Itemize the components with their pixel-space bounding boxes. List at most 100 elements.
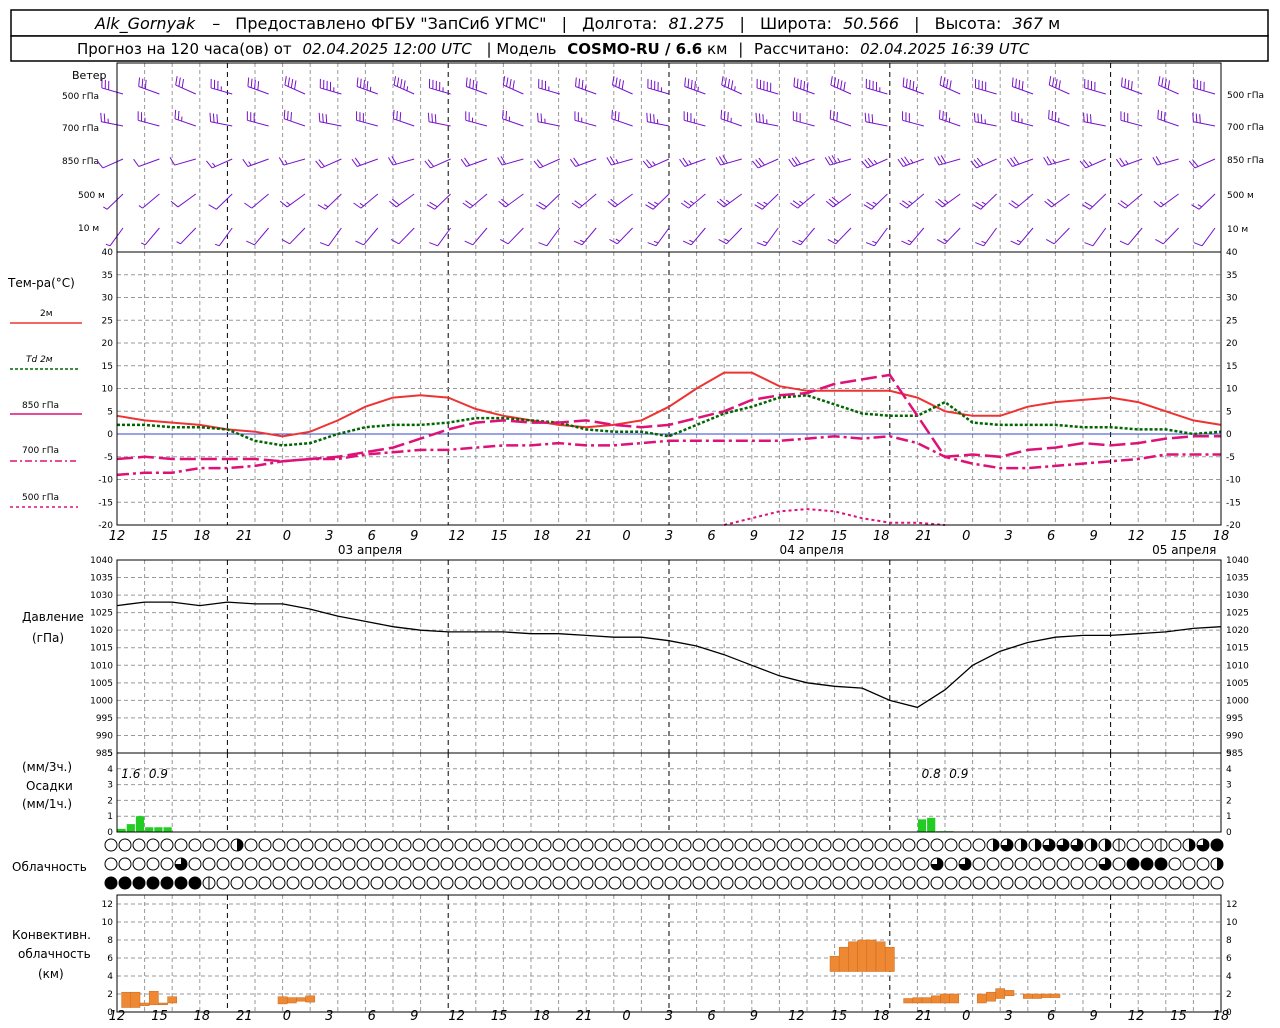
wind-barb xyxy=(280,194,305,207)
cloud-full xyxy=(133,877,145,889)
cloud-circle xyxy=(147,839,159,851)
cloud-circle xyxy=(763,839,775,851)
cloud-circle xyxy=(581,839,593,851)
temp-ytick-left: -5 xyxy=(104,453,113,463)
cloud-circle xyxy=(357,877,369,889)
cloud-circle xyxy=(497,839,509,851)
cloud-symbol xyxy=(329,877,341,889)
cloud-symbol xyxy=(651,858,663,870)
wind-barb xyxy=(755,194,779,209)
temp-ytick-left: 15 xyxy=(102,362,113,372)
cloud-circle xyxy=(1197,858,1209,870)
date-label: 04 апреля xyxy=(780,543,844,557)
cloud-symbol xyxy=(147,839,159,851)
convective-bar xyxy=(140,1003,149,1006)
cloud-symbol xyxy=(1127,858,1139,870)
wind-barb-flag xyxy=(1059,80,1060,89)
wind-barb xyxy=(866,228,887,246)
wind-barb-flag xyxy=(724,111,725,120)
cloud-circle xyxy=(385,877,397,889)
wind-barb-flag xyxy=(1055,112,1056,121)
wind-barb xyxy=(352,158,378,167)
temp-xtick-label: 12 xyxy=(448,529,465,544)
cloud-symbol xyxy=(525,839,537,851)
wind-barb-flag xyxy=(691,80,692,89)
wind-barb-flag xyxy=(400,112,401,121)
cloud-symbol xyxy=(1211,877,1223,889)
wind-barb-flag xyxy=(391,239,399,243)
wind-barb-half xyxy=(249,162,252,166)
wind-barb-staff xyxy=(1054,228,1069,244)
wind-barb xyxy=(793,111,814,126)
cloud-circle xyxy=(1113,877,1125,889)
lon-label: Долгота: xyxy=(582,14,657,33)
cloud-symbol xyxy=(119,839,131,851)
cloud-symbol xyxy=(1043,877,1055,889)
cloud-symbol xyxy=(637,839,649,851)
cloud-symbol xyxy=(329,858,341,870)
wind-barb-staff xyxy=(175,159,196,165)
wind-barb-flag xyxy=(728,79,729,88)
wind-barb xyxy=(357,78,378,94)
cloud-symbol xyxy=(203,839,215,851)
bottom-xtick-label: 3 xyxy=(665,1009,673,1024)
wind-barb xyxy=(1085,79,1106,94)
cloud-circle xyxy=(707,858,719,870)
cloud-symbol xyxy=(497,858,509,870)
wind-barb-half xyxy=(654,241,658,243)
wind-barb xyxy=(500,228,523,244)
cloud-symbol xyxy=(245,839,257,851)
wind-barb-flag xyxy=(685,78,686,87)
precip-ytick-left: 2 xyxy=(107,796,113,806)
cloud-symbol xyxy=(1001,858,1013,870)
wind-barb xyxy=(101,113,123,126)
wind-barb xyxy=(1012,78,1033,94)
wind-level-500hpa: 500 гПа xyxy=(62,92,99,102)
cloud-circle xyxy=(889,858,901,870)
temp-ytick-left: 10 xyxy=(102,385,114,395)
wind-barb xyxy=(391,228,414,244)
wind-barb xyxy=(900,194,924,208)
wind-barb-flag xyxy=(1047,156,1052,164)
cloud-symbol xyxy=(231,839,243,851)
wind-barb-flag xyxy=(466,78,467,87)
cloud-symbol xyxy=(931,839,943,851)
wind-barb-flag xyxy=(320,243,328,246)
cloud-circle xyxy=(721,858,733,870)
convective-bar xyxy=(1032,994,1041,999)
pressure-ytick-left: 1010 xyxy=(90,661,113,671)
legend-td-label: Td 2м xyxy=(26,355,53,365)
wind-barb xyxy=(1011,228,1033,245)
cloud-circle xyxy=(287,858,299,870)
cloud-full xyxy=(105,877,117,889)
cloud-symbol xyxy=(903,858,915,870)
wind-barb xyxy=(939,110,960,126)
cloud-symbol xyxy=(973,839,985,851)
wind-barb-flag xyxy=(394,76,395,85)
wind-barb-staff xyxy=(145,228,159,245)
wind-barb xyxy=(1120,228,1142,245)
pressure-ytick-right: 1040 xyxy=(1226,556,1249,566)
cloud-half xyxy=(993,839,999,851)
cloud-symbol xyxy=(315,839,327,851)
cloud-symbol xyxy=(763,877,775,889)
wind-barb xyxy=(170,157,196,165)
cloud-symbol xyxy=(679,858,691,870)
cloud-circle xyxy=(819,858,831,870)
cloud-circle xyxy=(679,877,691,889)
cloud-symbol xyxy=(231,877,243,889)
bottom-xtick-label: 18 xyxy=(1213,1009,1230,1024)
cloud-symbol xyxy=(189,858,201,870)
cloud-symbol xyxy=(1113,858,1125,870)
cloud-symbol xyxy=(273,858,285,870)
wind-level-right: 500 гПа xyxy=(1227,91,1264,101)
wind-barb xyxy=(866,79,887,94)
wind-barb-half xyxy=(1160,202,1163,205)
wind-barb-flag xyxy=(1131,81,1132,90)
wind-barb-flag xyxy=(622,80,623,89)
wind-barb-flag xyxy=(1164,112,1165,121)
cloud-symbol xyxy=(987,877,999,889)
wind-barb-flag xyxy=(279,157,284,165)
cloud-symbol xyxy=(763,839,775,851)
bottom-xtick-label: 0 xyxy=(622,1009,630,1024)
